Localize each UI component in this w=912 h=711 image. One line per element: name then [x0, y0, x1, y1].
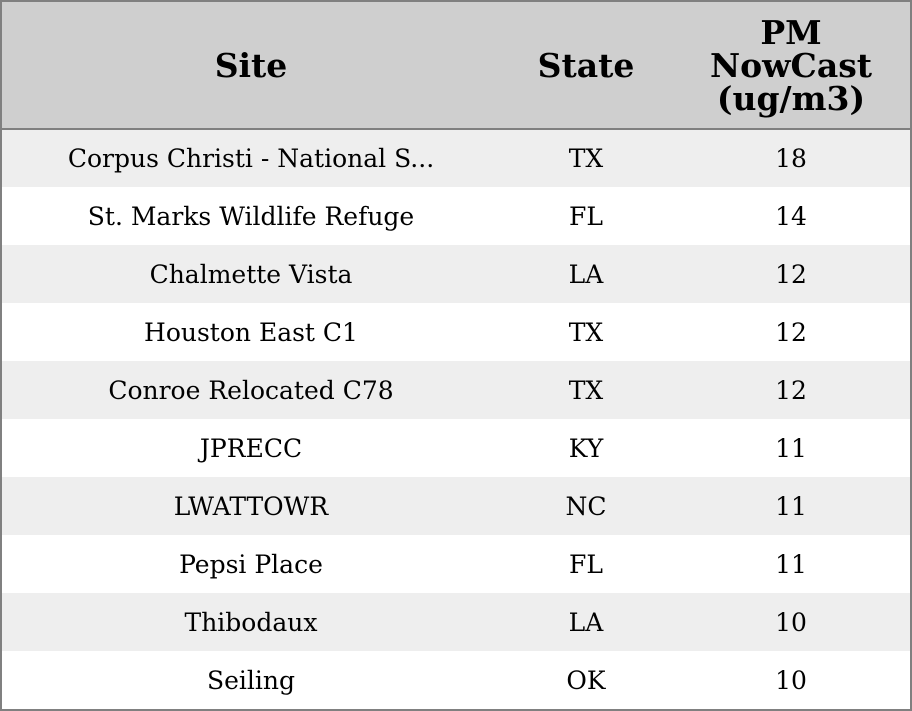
cell-state: TX: [568, 375, 604, 405]
cell-pm: 11: [775, 433, 807, 463]
cell-pm: 12: [775, 375, 807, 405]
table-row: Seiling OK 10: [2, 651, 910, 709]
column-header-pm-line-2: NowCast: [709, 45, 873, 85]
cell-site: Houston East C1: [144, 317, 358, 347]
cell-pm: 12: [775, 317, 807, 347]
table-row: St. Marks Wildlife Refuge FL 14: [2, 187, 910, 245]
table-row: Thibodaux LA 10: [2, 593, 910, 651]
cell-state: NC: [565, 491, 607, 521]
column-header-pm-nowcast: PM NowCast (ug/m3): [672, 2, 910, 130]
cell-pm: 18: [775, 144, 807, 173]
table-row: Chalmette Vista LA 12: [2, 245, 910, 303]
cell-site: Corpus Christi - National S...: [67, 144, 435, 173]
cell-pm: 10: [775, 607, 807, 637]
cell-state: LA: [568, 607, 604, 637]
cell-site: LWATTOWR: [173, 491, 329, 521]
table-body: Corpus Christi - National S... TX 18 St. Ma…: [2, 129, 910, 709]
cell-state: TX: [568, 317, 604, 347]
column-header-state-label: State: [537, 45, 635, 85]
table-row: LWATTOWR NC 11: [2, 477, 910, 535]
cell-pm: 10: [775, 665, 807, 695]
table-row: Conroe Relocated C78 TX 12: [2, 361, 910, 419]
cell-state: FL: [569, 549, 603, 579]
cell-site: Chalmette Vista: [149, 259, 353, 289]
table-header: Site State PM NowCast (ug/m3): [2, 2, 910, 130]
cell-pm: 12: [775, 259, 807, 289]
table-row: Corpus Christi - National S... TX 18: [2, 129, 910, 187]
cell-pm: 14: [775, 201, 807, 231]
column-header-site: Site: [2, 2, 500, 130]
table-row: Pepsi Place FL 11: [2, 535, 910, 593]
cell-site: JPRECC: [199, 433, 303, 463]
cell-site: St. Marks Wildlife Refuge: [87, 201, 415, 231]
cell-pm: 11: [775, 549, 807, 579]
cell-site: Pepsi Place: [179, 549, 323, 579]
cell-state: FL: [569, 201, 603, 231]
column-header-pm-line-1: PM: [760, 12, 822, 52]
table-row: JPRECC KY 11: [2, 419, 910, 477]
cell-state: TX: [568, 144, 604, 173]
cell-site: Seiling: [206, 665, 295, 695]
column-header-site-label: Site: [214, 45, 288, 85]
column-header-pm-line-3: (ug/m3): [716, 78, 866, 118]
cell-pm: 11: [775, 491, 807, 521]
cell-state: OK: [566, 665, 606, 695]
header-row: Site State PM NowCast (ug/m3): [2, 2, 910, 130]
table-row: Houston East C1 TX 12: [2, 303, 910, 361]
cell-site: Conroe Relocated C78: [108, 375, 394, 405]
cell-site: Thibodaux: [184, 607, 318, 637]
cell-state: KY: [568, 433, 604, 463]
column-header-state: State: [500, 2, 672, 130]
cell-state: LA: [568, 259, 604, 289]
